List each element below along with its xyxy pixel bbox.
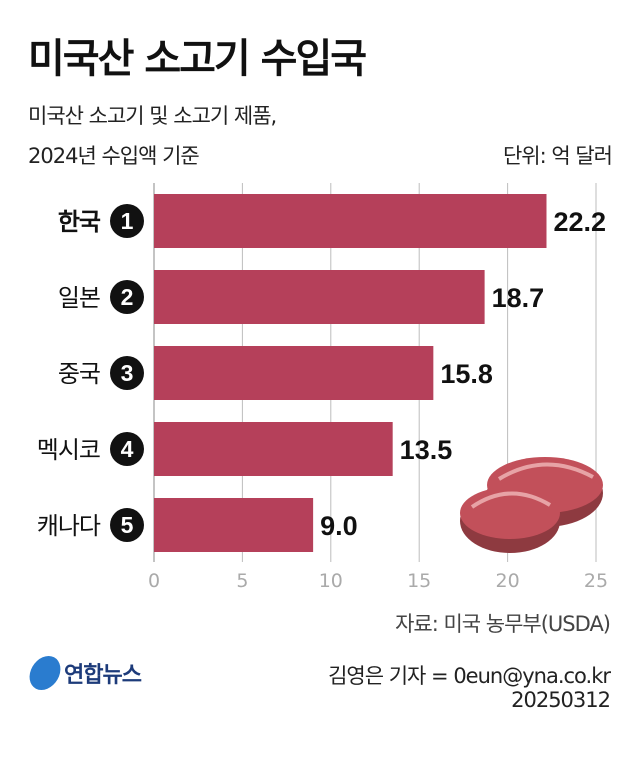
category-label: 일본 xyxy=(58,284,100,312)
credit: 김영은 기자 = 0eun@yna.co.kr xyxy=(328,664,611,688)
rank-badge xyxy=(110,356,144,390)
rank-badge xyxy=(110,432,144,466)
value-label: 13.5 xyxy=(400,435,453,465)
rank-number: 3 xyxy=(121,360,134,386)
date: 20250312 xyxy=(511,688,611,712)
bar xyxy=(154,346,434,400)
logo-icon xyxy=(26,656,64,690)
x-tick-label: 10 xyxy=(319,570,343,592)
value-label: 9.0 xyxy=(320,511,358,541)
rank-number: 4 xyxy=(121,436,134,462)
x-tick-label: 20 xyxy=(496,570,520,592)
source-note: 자료: 미국 농무부(USDA) xyxy=(395,612,611,636)
rank-badge xyxy=(110,204,144,238)
logo-text: 연합뉴스 xyxy=(64,663,142,688)
rank-number: 1 xyxy=(121,208,134,234)
subtitle-line1: 미국산 소고기 및 소고기 제품, xyxy=(28,104,277,128)
category-label: 한국 xyxy=(58,208,101,236)
rank-number: 2 xyxy=(121,284,134,310)
x-tick-label: 0 xyxy=(148,570,160,592)
rank-number: 5 xyxy=(121,512,134,538)
x-tick-label: 5 xyxy=(236,570,248,592)
x-tick-label: 25 xyxy=(584,570,608,592)
bar xyxy=(154,270,485,324)
value-label: 22.2 xyxy=(553,207,606,237)
steak-illustration xyxy=(460,457,603,553)
category-label: 캐나다 xyxy=(37,512,101,540)
yonhap-logo: 연합뉴스 xyxy=(26,656,142,690)
bar xyxy=(154,194,547,248)
x-tick-label: 15 xyxy=(407,570,431,592)
unit-label: 단위: 억 달러 xyxy=(502,144,613,168)
chart-title: 미국산 소고기 수입국 xyxy=(28,36,367,82)
category-label: 멕시코 xyxy=(37,436,100,464)
category-label: 중국 xyxy=(58,360,100,388)
rank-badge xyxy=(110,280,144,314)
bar-chart: 0 5 10 15 20 25 22.2 1 한국 18.7 2 일본 15.8 3 중국 13.5 4 멕시코 9… xyxy=(37,183,608,592)
subtitle-line2: 2024년 수입액 기준 xyxy=(28,144,200,168)
value-label: 18.7 xyxy=(492,283,545,313)
bar xyxy=(154,498,314,552)
rank-badge xyxy=(110,508,144,542)
value-label: 15.8 xyxy=(440,359,493,389)
bar xyxy=(154,422,393,476)
